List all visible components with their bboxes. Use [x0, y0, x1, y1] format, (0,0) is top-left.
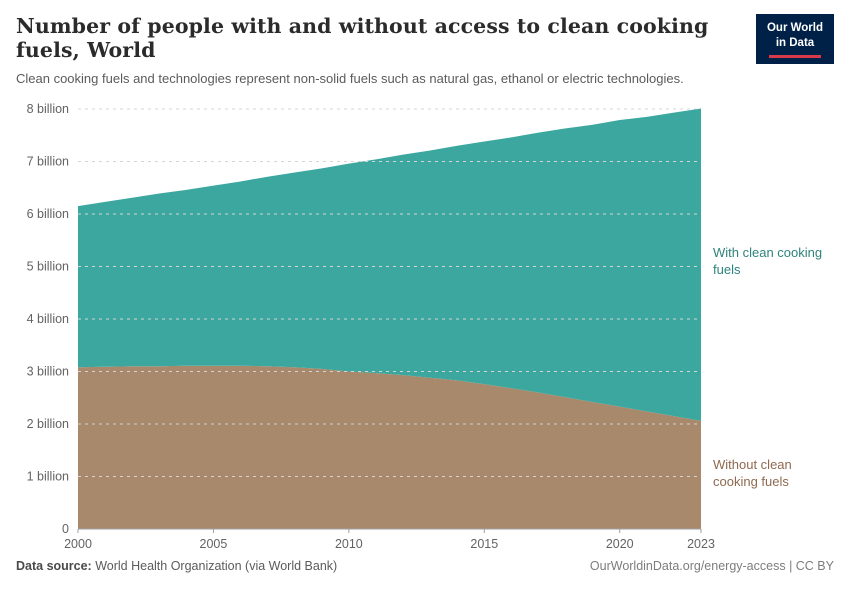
x-tick-label: 2015	[470, 537, 498, 551]
y-tick-label: 7 billion	[27, 154, 69, 168]
y-tick-label: 5 billion	[27, 259, 69, 273]
data-source-text: World Health Organization (via World Ban…	[91, 558, 338, 573]
y-tick-label: 1 billion	[27, 469, 69, 483]
x-tick-label: 2023	[687, 537, 715, 551]
y-tick-label: 8 billion	[27, 102, 69, 116]
x-tick-label: 2000	[64, 537, 92, 551]
x-tick-label: 2005	[200, 537, 228, 551]
area-without-clean-fuels[interactable]	[78, 365, 701, 529]
y-tick-label: 2 billion	[27, 417, 69, 431]
y-tick-label: 0	[62, 522, 69, 536]
x-tick-label: 2010	[335, 537, 363, 551]
y-tick-label: 3 billion	[27, 364, 69, 378]
x-tick-label: 2020	[606, 537, 634, 551]
owid-logo-line2: in Data	[775, 36, 815, 49]
series-label-with-clean-fuels: With clean cooking fuels	[713, 244, 823, 277]
header-text: Number of people with and without access…	[16, 14, 756, 89]
y-tick-label: 6 billion	[27, 207, 69, 221]
data-source-label: Data source:	[16, 558, 92, 573]
page-title: Number of people with and without access…	[16, 14, 709, 62]
chart-canvas[interactable]: 0 1 billion 2 billion 3 billion 4 billion 5 b…	[16, 95, 834, 555]
stacked-area-chart: 0 1 billion 2 billion 3 billion 4 billion 5 b…	[16, 95, 834, 555]
y-tick-label: 4 billion	[27, 312, 69, 326]
chart-header: Number of people with and without access…	[16, 14, 834, 89]
page-subtitle: Clean cooking fuels and technologies rep…	[16, 71, 684, 86]
owid-logo-accent-bar	[769, 54, 821, 58]
owid-logo: Our World in Data	[756, 14, 834, 64]
owid-credit-link[interactable]: OurWorldinData.org/energy-access | CC BY	[589, 558, 834, 573]
series-label-without-clean-fuels: Without clean cooking fuels	[713, 456, 792, 489]
area-with-clean-fuels[interactable]	[78, 108, 701, 421]
owid-logo-line1: Our World	[766, 22, 823, 34]
data-source: Data source: World Health Organization (…	[16, 559, 337, 573]
chart-footer: Data source: World Health Organization (…	[16, 559, 834, 573]
